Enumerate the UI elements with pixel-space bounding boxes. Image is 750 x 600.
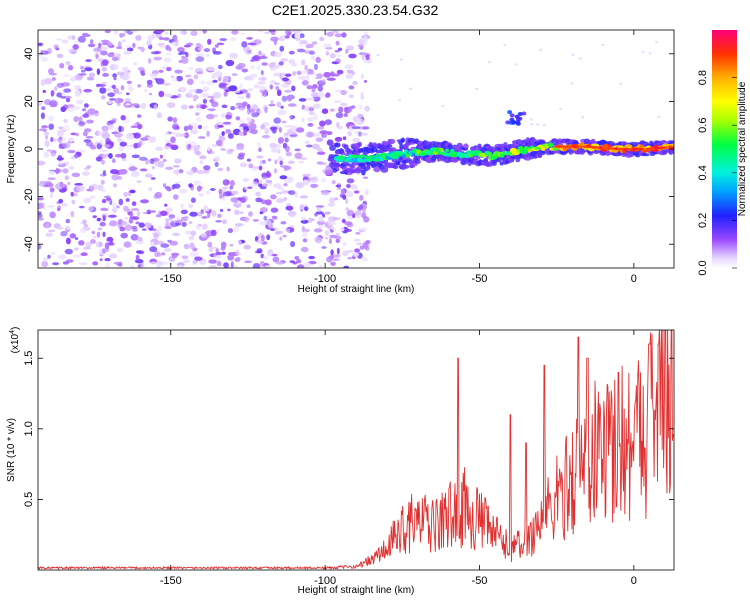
- colorbar-tick-label: 0.8: [697, 70, 709, 85]
- colorbar-tick-label: 0.4: [697, 165, 709, 180]
- colorbar-tick-label: 0.2: [697, 213, 709, 228]
- snr-scale-base: (x10: [10, 333, 21, 353]
- spectrogram-x-tick-label: 0: [631, 273, 637, 285]
- spectrogram-y-tick-label: -40: [23, 236, 35, 252]
- snr-scale-close: ): [10, 327, 21, 330]
- snr-scale-label: (x104): [9, 327, 21, 354]
- snr-series-line: [38, 330, 674, 570]
- colorbar-label: Normalized spectral amplitude: [737, 81, 748, 216]
- spectrogram-y-tick-label: 20: [23, 95, 35, 107]
- spectrogram-y-tick-label: 40: [23, 48, 35, 60]
- snr-scale-text: (x104): [9, 327, 21, 354]
- snr-x-tick-label: -150: [160, 575, 182, 587]
- snr-x-label: Height of straight line (km): [298, 585, 415, 596]
- chart-title: C2E1.2025.330.23.54.G32: [272, 2, 439, 18]
- snr-x-tick-label: -100: [314, 575, 336, 587]
- colorbar: 0.0 0.2 0.4 0.6 0.8 Normalized spectral ampl…: [697, 30, 748, 276]
- spectrogram-x-label: Height of straight line (km): [298, 284, 415, 295]
- snr-y-tick-label: 1.5: [23, 351, 35, 366]
- colorbar-tick-label: 0.0: [697, 260, 709, 275]
- spectrogram-y-tick-label: -20: [23, 189, 35, 205]
- spectrogram-x-tick-label: -50: [472, 273, 488, 285]
- spectrogram-y-tick-label: 0: [23, 146, 35, 152]
- spectrogram-x-tick-label: -100: [314, 273, 336, 285]
- spectrogram-x-tick-label: -150: [160, 273, 182, 285]
- snr-panel: -150 -100 -50 0 0.5 1.0 1.5 Height of straigh…: [6, 327, 675, 596]
- snr-y-label: SNR (10 * v/v): [6, 418, 17, 482]
- snr-x-tick-label: -50: [472, 575, 488, 587]
- colorbar-gradient: [712, 30, 737, 268]
- snr-y-tick-label: 1.0: [23, 421, 35, 436]
- snr-scale-exp: 4: [9, 330, 16, 334]
- snr-y-tick-label: 0.5: [23, 492, 35, 507]
- snr-frame: [37, 329, 675, 571]
- spectrogram-y-label: Frequency (Hz): [6, 115, 17, 184]
- spectrogram-panel: -150 -100 -50 0 -40 -20 0 20 40 Height of strai…: [6, 29, 675, 295]
- snr-x-tick-label: 0: [631, 575, 637, 587]
- colorbar-tick-label: 0.6: [697, 118, 709, 133]
